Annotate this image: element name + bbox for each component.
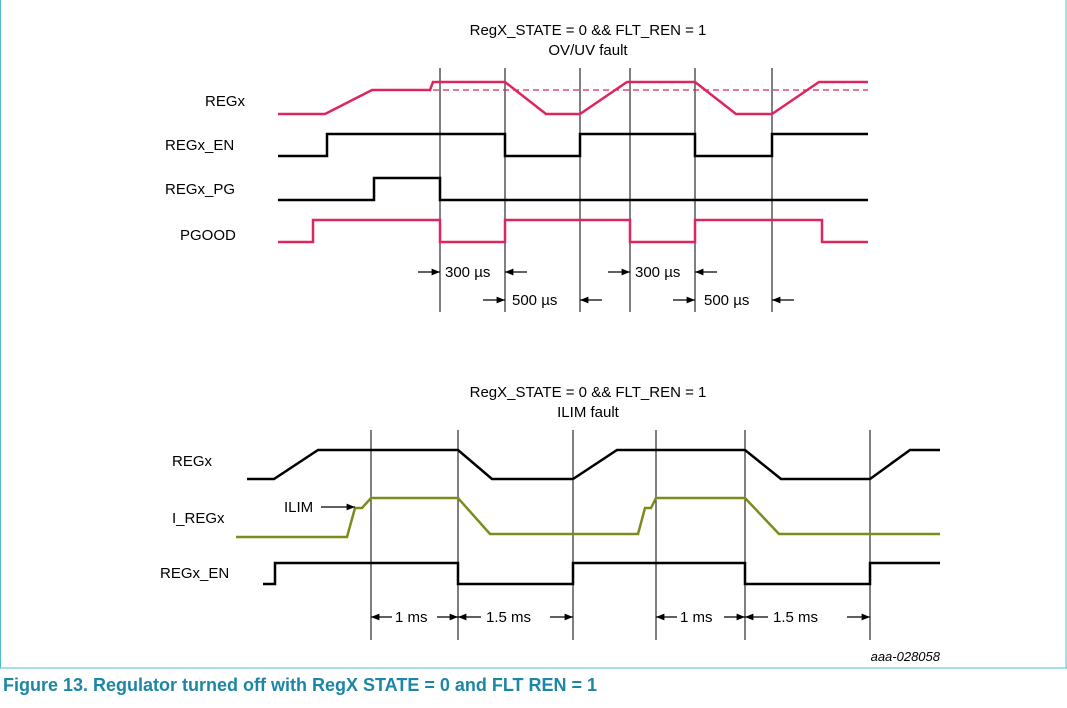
- reference-id: aaa-028058: [871, 649, 941, 664]
- timing-300us-2: 300 µs: [635, 264, 680, 281]
- waveform-regx-en-2: [263, 561, 940, 586]
- section2-title-line2: ILIM fault: [557, 404, 620, 421]
- waveform-regx-pg: [278, 176, 868, 202]
- signal-label-regx-pg: REGx_PG: [165, 181, 235, 198]
- signal-label-regx-en-2: REGx_EN: [160, 565, 229, 582]
- waveform-pgood: [278, 218, 868, 244]
- timing-1-5ms-2: 1.5 ms: [773, 609, 818, 626]
- signal-label-regx-en: REGx_EN: [165, 137, 234, 154]
- section1-timing-arrows: [418, 268, 794, 304]
- waveform-regx: [278, 80, 868, 116]
- waveform-i-regx: [236, 496, 940, 539]
- waveform-regx-2: [247, 448, 940, 481]
- signal-label-regx: REGx: [205, 93, 246, 110]
- timing-1-5ms-1: 1.5 ms: [486, 609, 531, 626]
- timing-300us-1: 300 µs: [445, 264, 490, 281]
- waveform-regx-en: [278, 132, 868, 158]
- timing-1ms-2: 1 ms: [680, 609, 713, 626]
- ilim-label: ILIM: [284, 499, 313, 516]
- signal-label-regx-2: REGx: [172, 453, 213, 470]
- section2-title-line1: RegX_STATE = 0 && FLT_REN = 1: [470, 384, 707, 401]
- section1-title-line1: RegX_STATE = 0 && FLT_REN = 1: [470, 22, 707, 39]
- signal-label-i-regx: I_REGx: [172, 510, 225, 527]
- timing-500us-2: 500 µs: [704, 292, 749, 309]
- section1-title-line2: OV/UV fault: [548, 42, 628, 59]
- signal-label-pgood: PGOOD: [180, 227, 236, 244]
- figure-caption: Figure 13. Regulator turned off with Reg…: [3, 675, 598, 695]
- timing-1ms-1: 1 ms: [395, 609, 428, 626]
- timing-500us-1: 500 µs: [512, 292, 557, 309]
- section1-markers: [439, 68, 773, 312]
